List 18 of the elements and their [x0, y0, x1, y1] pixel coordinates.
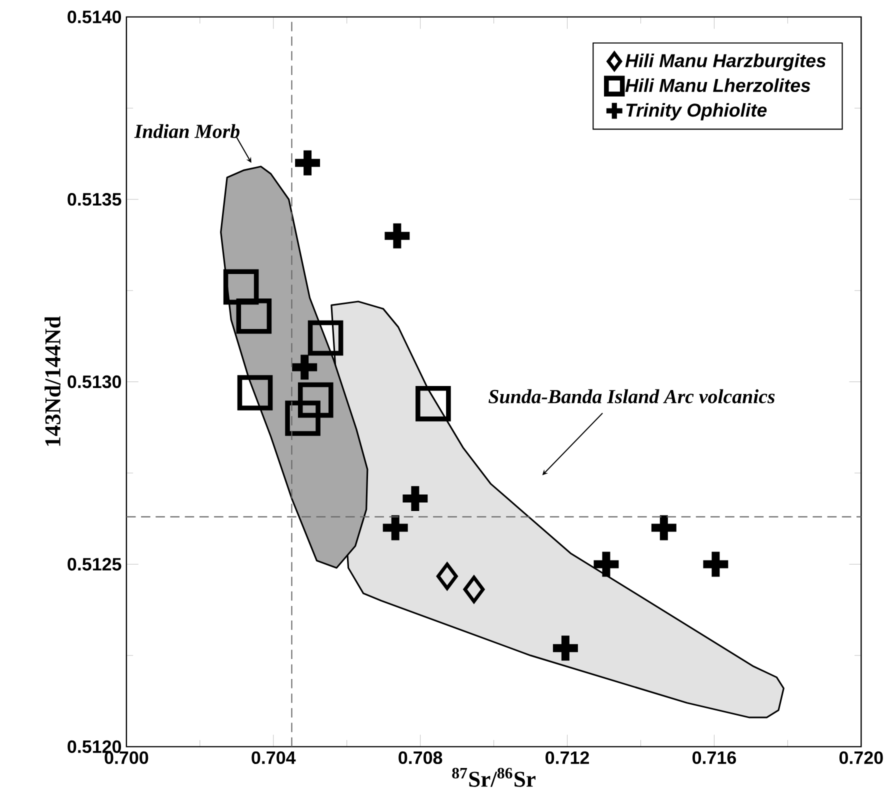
- x-tick-label: 0.716: [692, 751, 736, 764]
- x-tick-label: 0.720: [839, 751, 883, 764]
- legend-label: Trinity Ophiolite: [626, 102, 767, 120]
- annotation: Indian Morb: [134, 124, 240, 138]
- x-tick-label: 0.700: [104, 751, 148, 764]
- x-tick-label: 0.708: [398, 751, 442, 764]
- x-axis-title: $^{87}$Sr/$^{86}$Sr: [452, 768, 536, 787]
- legend-label: Hili Manu Harzburgites: [625, 53, 826, 71]
- x-tick-label: 0.704: [252, 751, 296, 764]
- y-tick-label: 0.5120: [68, 740, 122, 753]
- y-tick-label: 0.5130: [68, 375, 122, 388]
- x-tick-label: 0.712: [546, 751, 589, 764]
- annotation: Sunda-Banda Island Arc volcanics: [488, 389, 775, 404]
- legend-label: Hili Manu Lherzolites: [625, 78, 810, 92]
- y-tick-label: 0.5125: [68, 558, 122, 570]
- y-axis-title: 143Nd/144Nd: [44, 316, 60, 446]
- y-tick-label: 0.5135: [68, 192, 122, 206]
- y-tick-label: 0.5140: [68, 10, 122, 24]
